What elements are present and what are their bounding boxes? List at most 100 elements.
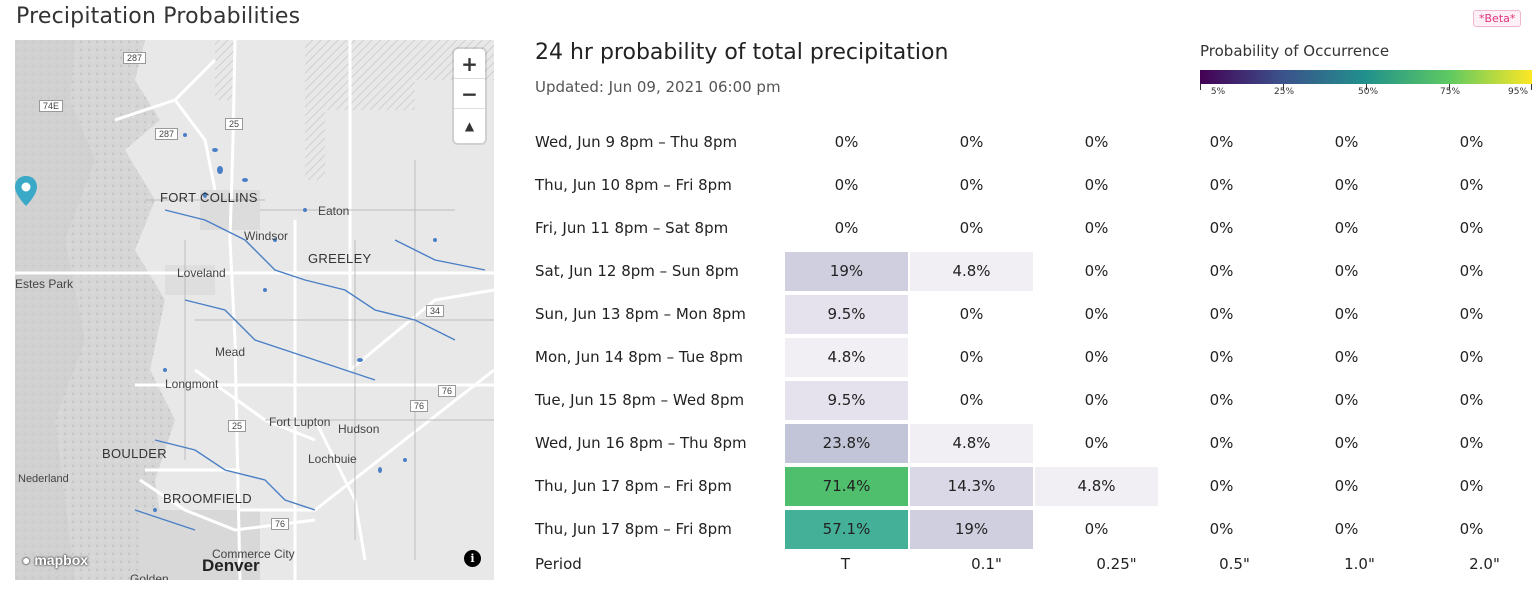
table-row: Fri, Jun 11 8pm – Sat 8pm 0% 0% 0% 0% 0% 0%: [535, 207, 1535, 250]
table-row: Sun, Jun 13 8pm – Mon 8pm 9.5% 0% 0% 0% 0% 0%: [535, 293, 1535, 336]
column-header-1.0: 1.0": [1344, 555, 1375, 573]
row-period-label: Wed, Jun 16 8pm – Thu 8pm: [535, 434, 747, 452]
zoom-out-button[interactable]: −: [454, 79, 485, 109]
probability-cell: 0%: [1459, 262, 1484, 280]
probability-cell: 0%: [959, 219, 984, 237]
row-period-label: Thu, Jun 10 8pm – Fri 8pm: [535, 176, 732, 194]
map-label-commerce-city: Commerce City: [212, 547, 295, 561]
legend-label-5: 5%: [1210, 87, 1226, 97]
map-label-boulder: BOULDER: [102, 446, 167, 461]
probability-cell: 0%: [1334, 520, 1359, 538]
highway-shield-76-a: 76: [438, 385, 457, 397]
map-label-denver: Denver: [202, 556, 260, 575]
column-header-2.0: 2.0": [1469, 555, 1500, 573]
probability-cell: 71.4%: [785, 467, 908, 506]
legend-label-50: 50%: [1357, 87, 1379, 97]
probability-cell: 0%: [1459, 133, 1484, 151]
probability-cell: 0%: [1459, 434, 1484, 452]
probability-cell: 0%: [1459, 477, 1484, 495]
probability-cell: 0%: [959, 305, 984, 323]
probability-cell: 0%: [1084, 520, 1109, 538]
probability-cell: 0%: [1334, 305, 1359, 323]
table-row: Thu, Jun 17 8pm – Fri 8pm 57.1% 19% 0% 0% 0% 0…: [535, 508, 1535, 551]
probability-cell: 4.8%: [1035, 467, 1158, 506]
map-label-fort-collins: FORT COLLINS: [160, 190, 258, 205]
probability-cell: 0%: [959, 348, 984, 366]
map-zoom-controls: + − ▲: [454, 49, 485, 143]
probability-cell: 0%: [1334, 477, 1359, 495]
column-header-0.25: 0.25": [1096, 555, 1137, 573]
table-row: Sat, Jun 12 8pm – Sun 8pm 19% 4.8% 0% 0% 0% 0%: [535, 250, 1535, 293]
probability-cell: 9.5%: [785, 381, 908, 420]
map-label-nederland: Nederland: [18, 473, 69, 485]
probability-cell: 0%: [1334, 348, 1359, 366]
table-row: Wed, Jun 9 8pm – Thu 8pm 0% 0% 0% 0% 0% 0%: [535, 121, 1535, 164]
probability-cell: 0%: [1209, 348, 1234, 366]
legend-label-25: 25%: [1273, 87, 1295, 97]
highway-shield-34: 34: [426, 305, 445, 317]
compass-button[interactable]: ▲: [454, 109, 485, 143]
probability-cell: 0%: [834, 176, 859, 194]
probability-cell: 0%: [1209, 262, 1234, 280]
table-row: Thu, Jun 10 8pm – Fri 8pm 0% 0% 0% 0% 0% 0%: [535, 164, 1535, 207]
info-icon: i: [470, 552, 475, 565]
period-label: Period: [535, 555, 582, 573]
probability-cell: 0%: [1459, 348, 1484, 366]
map-label-eaton: Eaton: [318, 204, 350, 218]
mapbox-logo[interactable]: ● mapbox: [22, 552, 88, 568]
highway-shield-25-south: 25: [228, 420, 247, 432]
probability-cell: 4.8%: [910, 424, 1033, 463]
map-label-windsor: Windsor: [244, 229, 289, 243]
map[interactable]: 287 287 74E 25 25 34 76 76 76 FORT COLLI…: [15, 40, 494, 580]
map-canvas[interactable]: [15, 40, 494, 580]
probability-cell: 0%: [1084, 219, 1109, 237]
row-period-label: Sat, Jun 12 8pm – Sun 8pm: [535, 262, 739, 280]
legend-label-95: 95%: [1507, 87, 1529, 97]
map-label-loveland: Loveland: [177, 266, 226, 280]
probability-cell: 0%: [1209, 391, 1234, 409]
probability-cell: 4.8%: [910, 252, 1033, 291]
column-header-0.1: 0.1": [971, 555, 1002, 573]
probability-cell: 0%: [1084, 434, 1109, 452]
probability-cell: 0%: [1084, 262, 1109, 280]
probability-cell: 0%: [1084, 391, 1109, 409]
probability-cell: 0%: [1334, 219, 1359, 237]
row-period-label: Mon, Jun 14 8pm – Tue 8pm: [535, 348, 744, 366]
table-row: Thu, Jun 17 8pm – Fri 8pm 71.4% 14.3% 4.8% 0…: [535, 465, 1535, 508]
probability-cell: 0%: [834, 133, 859, 151]
row-period-label: Wed, Jun 9 8pm – Thu 8pm: [535, 133, 738, 151]
probability-cell: 4.8%: [785, 338, 908, 377]
location-pin-icon[interactable]: [15, 176, 37, 206]
probability-cell: 0%: [959, 176, 984, 194]
highway-shield-287-north: 287: [123, 52, 147, 64]
highway-shield-74e: 74E: [39, 100, 64, 112]
probability-cell: 0%: [834, 219, 859, 237]
probability-cell: 19%: [785, 252, 908, 291]
probability-cell: 0%: [1084, 305, 1109, 323]
column-header-0.5: 0.5": [1219, 555, 1250, 573]
probability-cell: 0%: [959, 133, 984, 151]
probability-cell: 57.1%: [785, 510, 908, 549]
map-info-button[interactable]: i: [464, 550, 481, 567]
probability-cell: 9.5%: [785, 295, 908, 334]
legend-title: Probability of Occurrence: [1200, 42, 1390, 60]
probability-cell: 0%: [1459, 219, 1484, 237]
probability-cell: 0%: [1334, 133, 1359, 151]
highway-shield-287-south: 287: [155, 128, 179, 140]
table-row: Mon, Jun 14 8pm – Tue 8pm 4.8% 0% 0% 0% 0% 0%: [535, 336, 1535, 379]
probability-cell: 0%: [1459, 305, 1484, 323]
probability-cell: 0%: [1084, 348, 1109, 366]
panel-title: 24 hr probability of total precipitation: [535, 40, 949, 65]
probability-cell: 23.8%: [785, 424, 908, 463]
map-label-longmont: Longmont: [165, 377, 219, 391]
probability-cell: 0%: [1459, 176, 1484, 194]
probability-cell: 0%: [959, 391, 984, 409]
probability-cell: 0%: [1334, 262, 1359, 280]
legend-labels: 5% 25% 50% 75% 95%: [1200, 87, 1532, 99]
probability-cell: 0%: [1459, 520, 1484, 538]
probability-cell: 0%: [1209, 219, 1234, 237]
probability-cell: 0%: [1334, 391, 1359, 409]
zoom-in-button[interactable]: +: [454, 49, 485, 79]
row-period-label: Sun, Jun 13 8pm – Mon 8pm: [535, 305, 746, 323]
map-label-greeley: GREELEY: [308, 251, 372, 266]
